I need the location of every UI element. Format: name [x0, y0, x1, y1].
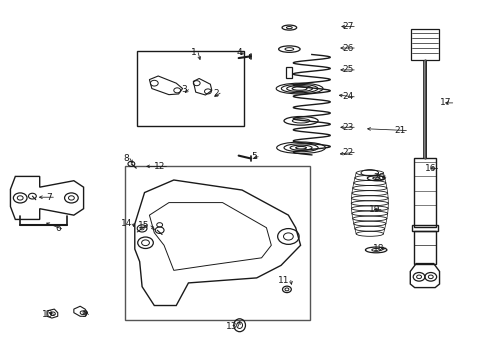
- Text: 10: 10: [42, 310, 53, 319]
- Text: 12: 12: [154, 162, 165, 171]
- Text: 1: 1: [191, 48, 197, 57]
- Text: 23: 23: [341, 123, 352, 132]
- Text: 22: 22: [341, 148, 352, 157]
- Text: 3: 3: [182, 85, 187, 94]
- Text: 21: 21: [393, 126, 405, 135]
- Bar: [413, 158, 435, 226]
- Text: 13: 13: [225, 322, 237, 331]
- Text: 6: 6: [55, 224, 61, 233]
- Bar: [411, 225, 437, 231]
- Bar: [286, 67, 292, 78]
- Text: 2: 2: [213, 89, 219, 98]
- Text: 18: 18: [373, 244, 384, 253]
- Text: 19: 19: [368, 205, 379, 214]
- Text: 15: 15: [138, 221, 150, 230]
- Text: 27: 27: [341, 22, 352, 31]
- Bar: [137, 51, 244, 126]
- Text: 8: 8: [123, 154, 129, 163]
- Text: 7: 7: [46, 193, 52, 202]
- Text: 4: 4: [236, 48, 242, 57]
- Text: 20: 20: [373, 173, 384, 182]
- Text: 17: 17: [439, 98, 451, 107]
- Text: 5: 5: [251, 152, 257, 161]
- Text: 11: 11: [278, 276, 289, 285]
- Bar: [413, 231, 435, 264]
- Bar: [125, 166, 310, 320]
- Text: 16: 16: [424, 164, 436, 173]
- Text: 14: 14: [121, 219, 132, 228]
- Text: 24: 24: [341, 92, 352, 101]
- Text: 25: 25: [341, 66, 352, 75]
- Bar: [410, 30, 438, 60]
- Text: 9: 9: [81, 310, 87, 319]
- Text: 26: 26: [341, 44, 352, 53]
